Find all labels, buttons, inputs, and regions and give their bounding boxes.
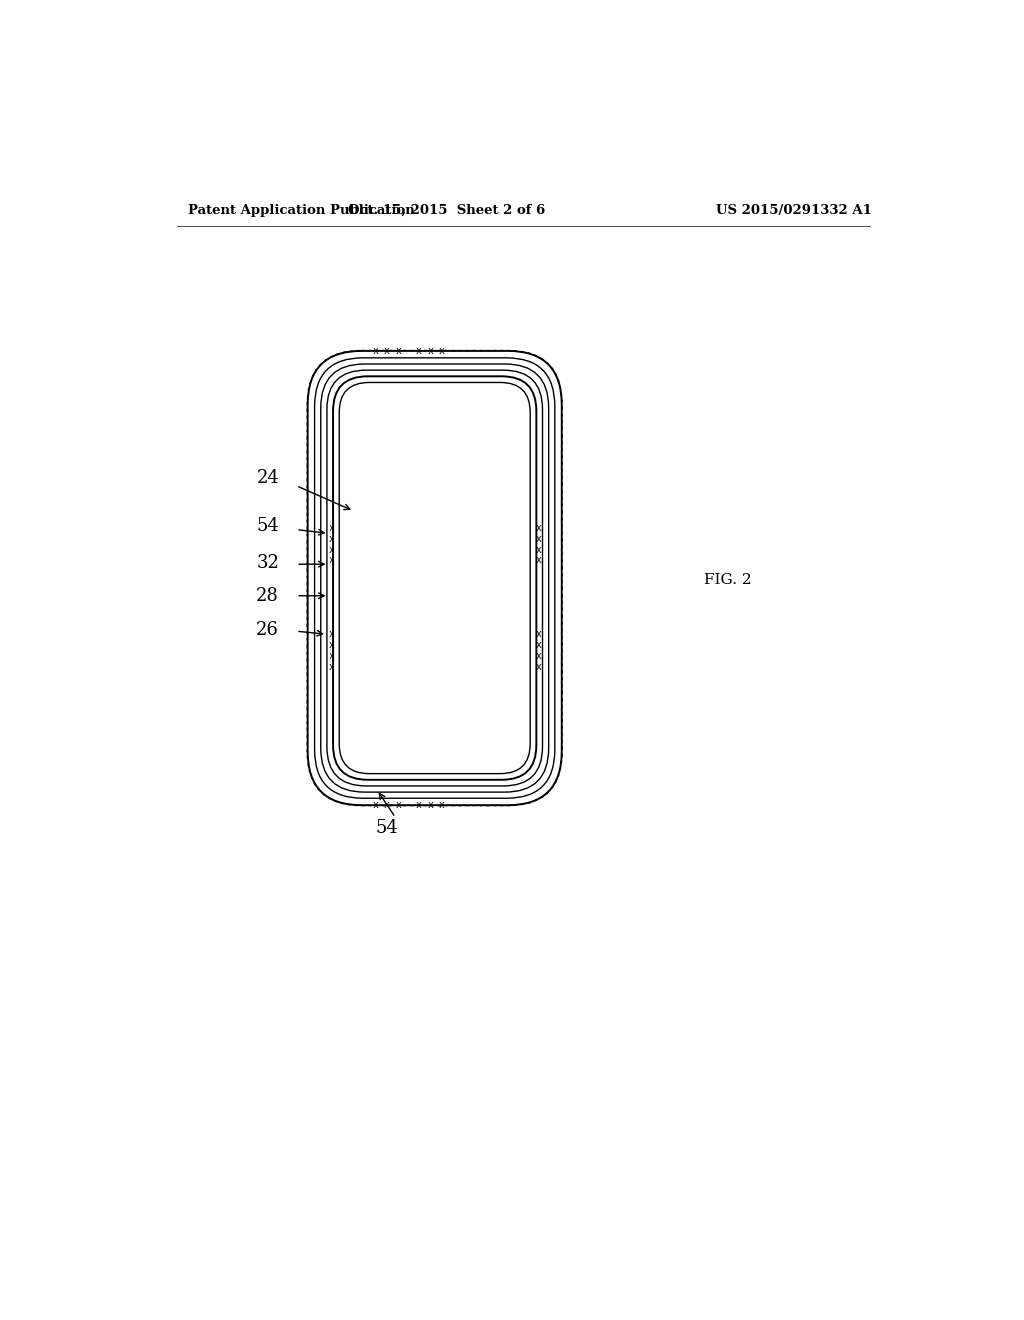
Text: 32: 32: [256, 553, 280, 572]
Text: x: x: [395, 800, 401, 810]
Text: x: x: [329, 651, 335, 661]
Text: x: x: [329, 523, 335, 533]
Text: x: x: [438, 800, 444, 810]
Text: x: x: [427, 346, 433, 356]
Text: x: x: [536, 523, 542, 533]
Text: x: x: [329, 640, 335, 649]
Text: x: x: [329, 661, 335, 672]
Text: 24: 24: [256, 469, 280, 487]
Text: x: x: [395, 346, 401, 356]
Text: Patent Application Publication: Patent Application Publication: [188, 205, 415, 218]
Text: x: x: [536, 640, 542, 649]
Text: x: x: [384, 346, 390, 356]
Text: x: x: [373, 800, 378, 810]
Text: 26: 26: [256, 620, 280, 639]
Text: x: x: [329, 545, 335, 554]
Text: x: x: [373, 346, 378, 356]
Text: Oct. 15, 2015  Sheet 2 of 6: Oct. 15, 2015 Sheet 2 of 6: [347, 205, 545, 218]
Text: US 2015/0291332 A1: US 2015/0291332 A1: [716, 205, 871, 218]
Text: x: x: [536, 630, 542, 639]
Text: x: x: [416, 800, 422, 810]
Text: x: x: [536, 556, 542, 565]
Text: x: x: [329, 533, 335, 544]
Text: x: x: [427, 800, 433, 810]
Text: x: x: [329, 556, 335, 565]
Text: 28: 28: [256, 587, 280, 605]
Text: x: x: [384, 800, 390, 810]
Text: x: x: [416, 346, 422, 356]
Text: x: x: [536, 533, 542, 544]
Text: 54: 54: [376, 820, 398, 837]
Text: x: x: [438, 346, 444, 356]
Text: x: x: [536, 661, 542, 672]
Text: 54: 54: [256, 517, 280, 536]
Text: x: x: [536, 651, 542, 661]
Text: x: x: [536, 545, 542, 554]
Text: x: x: [329, 630, 335, 639]
Text: FIG. 2: FIG. 2: [705, 573, 752, 587]
